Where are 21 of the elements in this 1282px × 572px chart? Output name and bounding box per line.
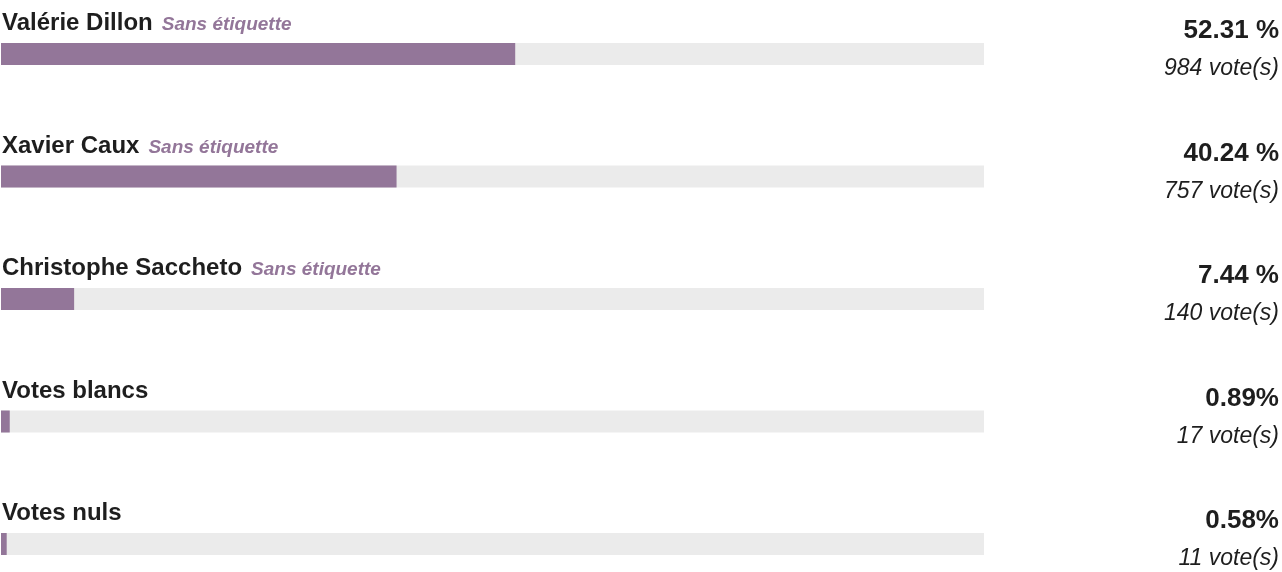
data-label: 40.24 % <box>1183 136 1279 167</box>
bar <box>1 288 75 310</box>
text: 984 vote(s) <box>1163 54 1279 80</box>
data-label: 0.89% <box>1205 381 1279 412</box>
y-tick-label: Votes nuls <box>2 498 122 525</box>
bar <box>1 410 10 433</box>
text: 140 vote(s) <box>1163 299 1279 325</box>
annotation: Sans étiquette <box>251 258 382 279</box>
annotation: Sans étiquette <box>161 13 293 34</box>
text: 757 vote(s) <box>1163 176 1279 203</box>
y-tick-label: Christophe Saccheto <box>2 253 243 280</box>
y-tick-label: Valérie Dillon <box>2 8 153 35</box>
y-tick-label: Votes blancs <box>2 375 149 403</box>
text: 11 vote(s) <box>1178 544 1279 570</box>
y-tick-label: Xavier Caux <box>2 130 141 158</box>
text: 17 vote(s) <box>1176 421 1279 448</box>
data-label: 7.44 % <box>1198 259 1279 289</box>
annotation: Sans étiquette <box>148 135 279 157</box>
bar <box>1 533 7 555</box>
data-label: 52.31 % <box>1183 14 1279 44</box>
data-label: 0.58% <box>1205 504 1279 534</box>
